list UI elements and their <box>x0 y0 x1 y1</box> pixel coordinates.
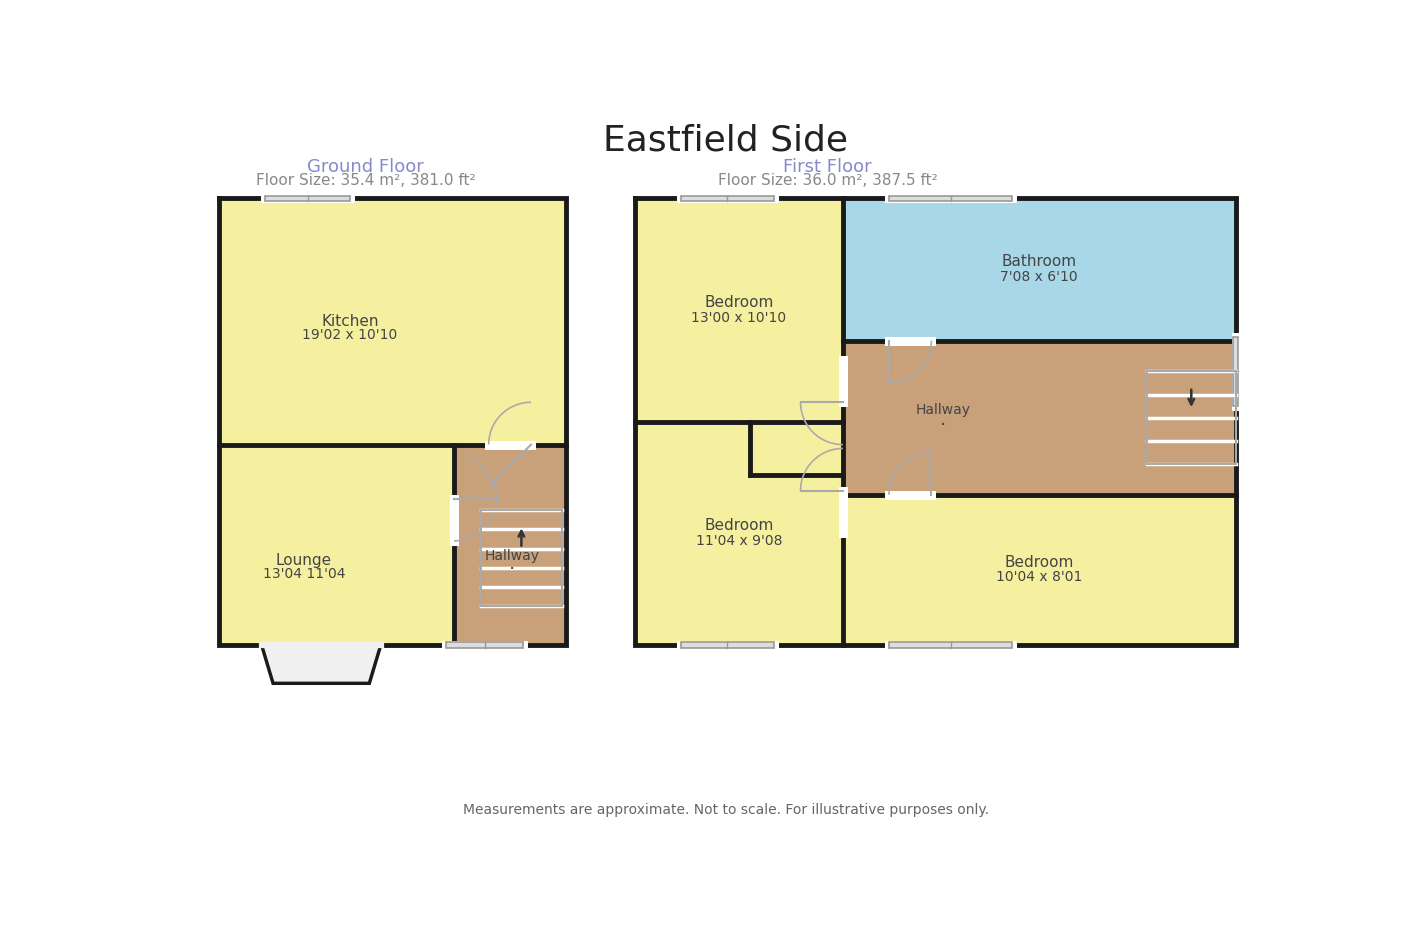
Text: Eastfield Side: Eastfield Side <box>604 124 849 157</box>
Text: 13'04 11'04: 13'04 11'04 <box>262 567 346 581</box>
Text: Ground Floor: Ground Floor <box>307 158 424 176</box>
Text: 13'00 x 10'10: 13'00 x 10'10 <box>691 310 786 324</box>
Text: Hallway: Hallway <box>915 403 971 417</box>
Text: Bedroom: Bedroom <box>704 518 774 533</box>
Text: Measurements are approximate. Not to scale. For illustrative purposes only.: Measurements are approximate. Not to sca… <box>463 803 989 817</box>
Text: Bathroom: Bathroom <box>1002 254 1077 270</box>
Bar <box>843 199 1236 341</box>
Text: ·: · <box>509 560 514 579</box>
Text: ·: · <box>939 416 947 435</box>
Polygon shape <box>262 645 381 683</box>
Bar <box>453 445 565 645</box>
Text: 11'04 x 9'08: 11'04 x 9'08 <box>696 534 782 548</box>
Text: Floor Size: 36.0 m², 387.5 ft²: Floor Size: 36.0 m², 387.5 ft² <box>717 173 937 188</box>
Bar <box>635 199 843 422</box>
Bar <box>265 196 350 201</box>
Text: Bedroom: Bedroom <box>704 294 774 309</box>
Text: Kitchen: Kitchen <box>322 314 378 329</box>
Bar <box>220 445 453 645</box>
Text: 10'04 x 8'01: 10'04 x 8'01 <box>996 570 1083 585</box>
Text: Lounge: Lounge <box>276 552 332 568</box>
Bar <box>635 422 843 645</box>
Bar <box>1146 372 1236 464</box>
Bar <box>446 642 523 647</box>
Bar <box>843 341 1236 645</box>
Bar <box>682 642 774 647</box>
Bar <box>1233 337 1238 406</box>
Text: 19'02 x 10'10: 19'02 x 10'10 <box>302 328 398 342</box>
Text: 7'08 x 6'10: 7'08 x 6'10 <box>1000 271 1078 284</box>
Bar <box>888 642 1012 647</box>
Bar <box>480 510 561 606</box>
Text: Hallway: Hallway <box>485 550 540 563</box>
Bar <box>888 196 1012 201</box>
Bar <box>682 196 774 201</box>
Bar <box>220 199 565 445</box>
Text: First Floor: First Floor <box>784 158 871 176</box>
Text: Bedroom: Bedroom <box>1005 554 1074 569</box>
Bar <box>843 495 1236 645</box>
Text: Floor Size: 35.4 m², 381.0 ft²: Floor Size: 35.4 m², 381.0 ft² <box>255 173 475 188</box>
